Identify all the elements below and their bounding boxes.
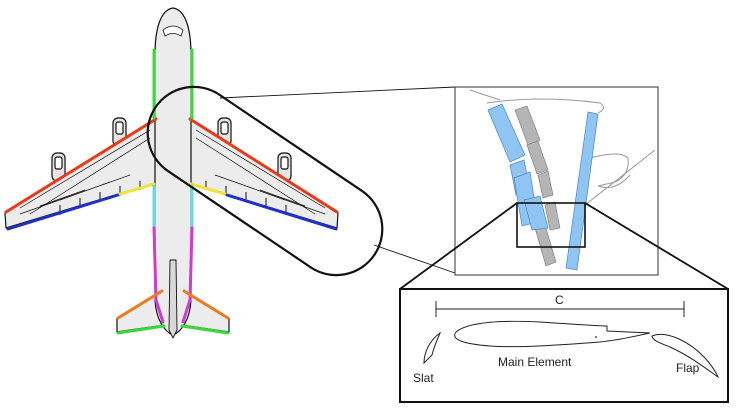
right-wing: [187, 117, 339, 229]
chord-dimension: [435, 301, 685, 317]
blue-panels: [487, 103, 599, 271]
wing-panel-lines: [19, 129, 326, 215]
edge-highlights: [4, 48, 339, 335]
right-tail-trailing-edge: [180, 324, 230, 335]
main-element-label: Main Element: [498, 355, 572, 369]
section-cut-box: [516, 202, 586, 248]
right-leading-edge: [188, 117, 339, 214]
blue-main-tip: [523, 195, 549, 231]
zoom-region-capsule: [146, 85, 384, 277]
chord-label: C: [555, 293, 564, 307]
vertical-tail: [168, 259, 178, 339]
aircraft: [4, 7, 339, 339]
slat-label: Slat: [413, 371, 434, 385]
connector-bottom: [373, 244, 456, 274]
slat-profile: [423, 331, 442, 365]
blue-slat-upper: [487, 103, 526, 163]
gray-panels: [514, 105, 561, 267]
flap-track-fairings: [59, 181, 287, 215]
flap-profile: [651, 334, 720, 379]
fuselage-rear-left: [152, 226, 165, 324]
blue-flap-right: [565, 111, 599, 271]
left-trailing-edge-inner: [118, 182, 156, 196]
section-connectors: [399, 202, 729, 290]
flap-label: Flap: [676, 361, 700, 375]
left-leading-edge: [4, 117, 158, 214]
right-trailing-edge-outer: [225, 193, 338, 231]
left-tail-leading-edge: [116, 289, 164, 320]
airfoil-section: C Main Element Slat Flap: [399, 288, 729, 403]
left-trailing-edge-outer: [6, 193, 120, 231]
flap-3d-sketch: [469, 89, 656, 206]
main-element-profile: [454, 320, 651, 348]
left-tail-trailing-edge: [116, 324, 166, 335]
fuselage-rear-right: [181, 226, 194, 324]
right-trailing-edge-inner: [189, 182, 227, 196]
cockpit-windows: [162, 25, 184, 37]
connector-top: [219, 86, 456, 99]
magnifier-callout: [146, 85, 456, 277]
right-tail-leading-edge: [182, 289, 230, 320]
flap-3d-view: [454, 86, 659, 276]
